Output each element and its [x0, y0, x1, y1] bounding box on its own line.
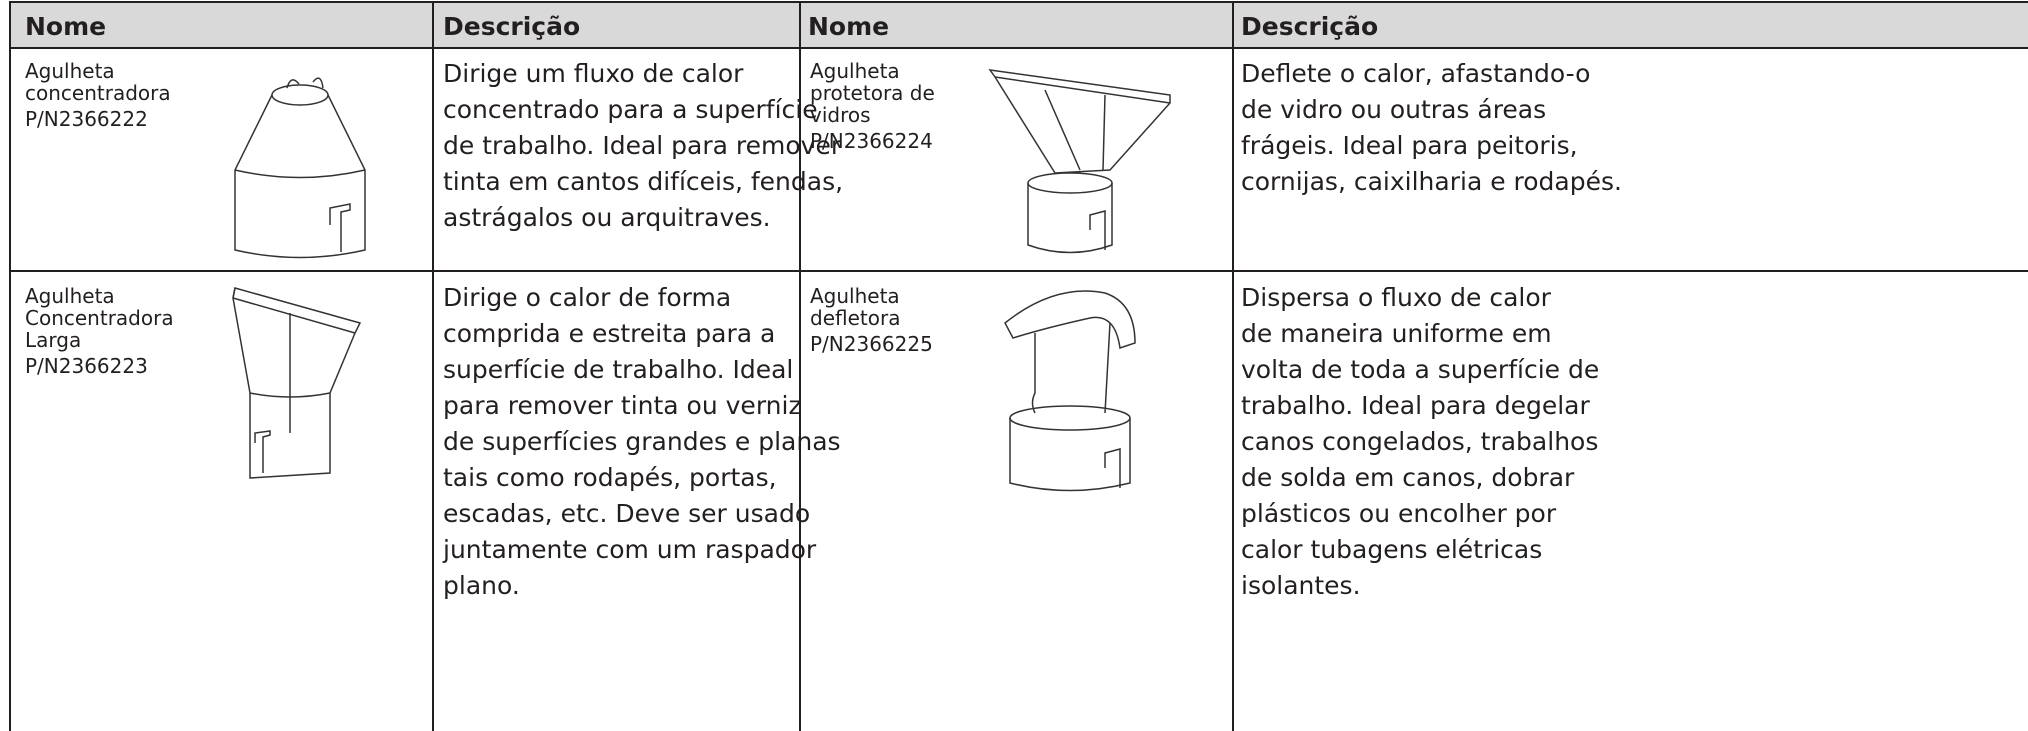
text-line: Dispersa o fluxo de calor [1241, 283, 1551, 312]
header-row [10, 2, 2028, 48]
text-line: comprida e estreita para a [443, 319, 776, 348]
text-line: concentradora [25, 81, 171, 105]
nozzle-illustration [1004, 290, 1136, 492]
text-line: P/N2366222 [25, 107, 148, 131]
name-cell: Agulheta concentradora P/N2366222 [25, 60, 171, 130]
border [432, 1, 434, 731]
text-line: superfície de trabalho. Ideal [443, 355, 794, 384]
text-line: calor tubagens elétricas [1241, 535, 1543, 564]
text-line: Larga [25, 328, 82, 352]
text-line: Concentradora [25, 306, 174, 330]
text-line: Agulheta [25, 59, 115, 83]
text-line: de vidro ou outras áreas [1241, 95, 1547, 124]
text-line: frágeis. Ideal para peitoris, [1241, 131, 1578, 160]
text-line: de superfícies grandes e planas [443, 427, 841, 456]
border [9, 1, 11, 731]
header-cell: Descrição [443, 12, 581, 41]
text-line: Agulheta [810, 59, 900, 83]
text-line: plásticos ou encolher por [1241, 499, 1557, 528]
text-line: plano. [443, 571, 520, 600]
header-cell: Nome [25, 12, 107, 41]
nozzle-illustration [232, 287, 362, 479]
text-line: Deflete o calor, afastando-o [1241, 59, 1591, 88]
text-line: isolantes. [1241, 571, 1361, 600]
text-line: de trabalho. Ideal para remover [443, 131, 842, 160]
name-cell: Agulheta protetora de vidros P/N2366224 [810, 60, 935, 152]
description-cell: Dispersa o fluxo de calor de maneira unif… [1241, 280, 1599, 604]
text-line: de solda em canos, dobrar [1241, 463, 1575, 492]
text-line: P/N2366224 [810, 129, 933, 153]
description-cell: Deflete o calor, afastando-o de vidro ou … [1241, 56, 1622, 200]
border [10, 47, 2028, 49]
text-line: P/N2366225 [810, 332, 933, 356]
text-line: tais como rodapés, portas, [443, 463, 777, 492]
description-cell: Dirige o calor de forma comprida e estrei… [443, 280, 841, 604]
text-line: concentrado para a superfície [443, 95, 818, 124]
text-line: cornijas, caixilharia e rodapés. [1241, 167, 1622, 196]
border [1232, 1, 1234, 731]
text-line: vidros [810, 103, 871, 127]
header-cell: Descrição [1241, 12, 1379, 41]
text-line: Dirige o calor de forma [443, 283, 732, 312]
description-cell: Dirige um fluxo de calor concentrado para… [443, 56, 843, 236]
border [10, 1, 2028, 3]
text-line: astrágalos ou arquitraves. [443, 203, 771, 232]
text-line: defletora [810, 306, 901, 330]
text-line: canos congelados, trabalhos [1241, 427, 1599, 456]
header-cell: Nome [808, 12, 890, 41]
text-line: volta de toda a superfície de [1241, 355, 1600, 384]
text-line: juntamente com um raspador [443, 535, 817, 564]
text-line: Agulheta [810, 284, 900, 308]
name-cell: Agulheta defletora P/N2366225 [810, 285, 933, 355]
text-line: Dirige um fluxo de calor [443, 59, 744, 88]
name-cell: Agulheta Concentradora Larga P/N2366223 [25, 285, 174, 377]
nozzle-illustration [234, 77, 366, 259]
text-line: escadas, etc. Deve ser usado [443, 499, 811, 528]
nozzle-illustration [988, 69, 1171, 254]
border [10, 270, 2028, 272]
text-line: P/N2366223 [25, 354, 148, 378]
text-line: Agulheta [25, 284, 115, 308]
text-line: tinta em cantos difíceis, fendas, [443, 167, 844, 196]
text-line: trabalho. Ideal para degelar [1241, 391, 1590, 420]
border [799, 1, 801, 731]
text-line: para remover tinta ou verniz [443, 391, 802, 420]
text-line: protetora de [810, 81, 935, 105]
text-line: de maneira uniforme em [1241, 319, 1552, 348]
